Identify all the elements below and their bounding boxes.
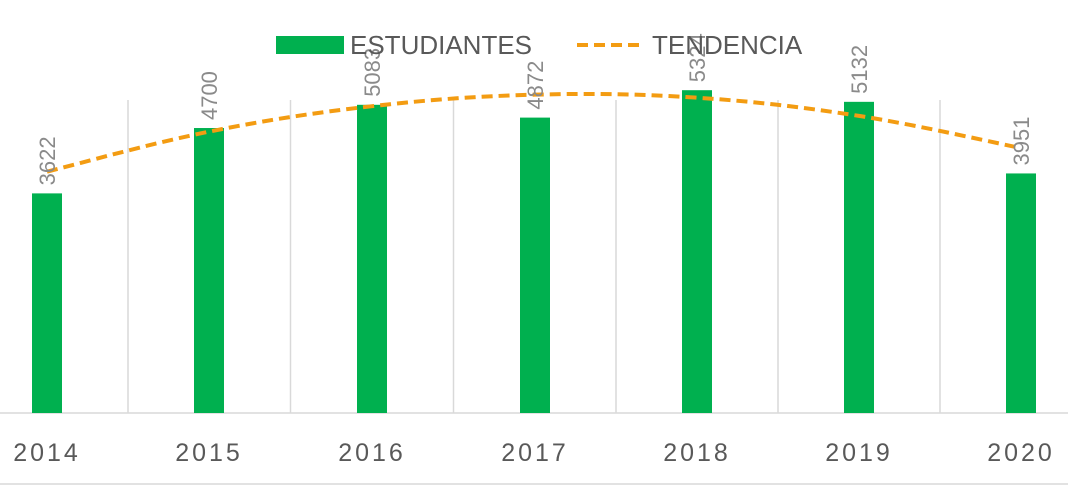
trend-line [46,91,1022,174]
bar-2019 [844,101,874,414]
x-tick-label-2018: 2018 [663,439,731,467]
bar-2015 [194,128,224,413]
bar-2018 [682,90,712,413]
x-tick-label-2019: 2019 [825,439,893,467]
data-label-2019: 5132 [847,45,872,94]
gridlines [127,100,941,413]
bar-2017 [520,117,550,414]
data-label-2015: 4700 [197,71,222,120]
x-tick-label-2020: 2020 [987,439,1055,467]
data-label-2018: 5324 [685,33,710,82]
trend-series [46,91,1022,174]
legend: ESTUDIANTES TENDENCIA [276,30,803,60]
x-tick-label-2016: 2016 [338,439,406,467]
x-tick-label-2017: 2017 [501,439,569,467]
data-label-2017: 4872 [523,61,548,110]
x-tick-label-2014: 2014 [13,439,81,467]
data-label-2016: 5083 [360,48,385,97]
data-label-2020: 3951 [1009,116,1034,165]
bar-series [32,90,1036,414]
x-tick-labels: 2014 2015 2016 2017 2018 2019 2020 [13,439,1055,467]
x-tick-label-2015: 2015 [175,439,243,467]
data-labels: 3622 4700 5083 4872 5324 5132 3951 [35,33,1034,185]
legend-label-tendencia: TENDENCIA [652,30,803,60]
bar-2020 [1006,173,1036,413]
bar-2016 [357,104,387,413]
bar-2014 [32,193,62,413]
legend-label-estudiantes: ESTUDIANTES [350,30,532,60]
legend-swatch-estudiantes [276,36,344,54]
data-label-2014: 3622 [35,136,60,185]
